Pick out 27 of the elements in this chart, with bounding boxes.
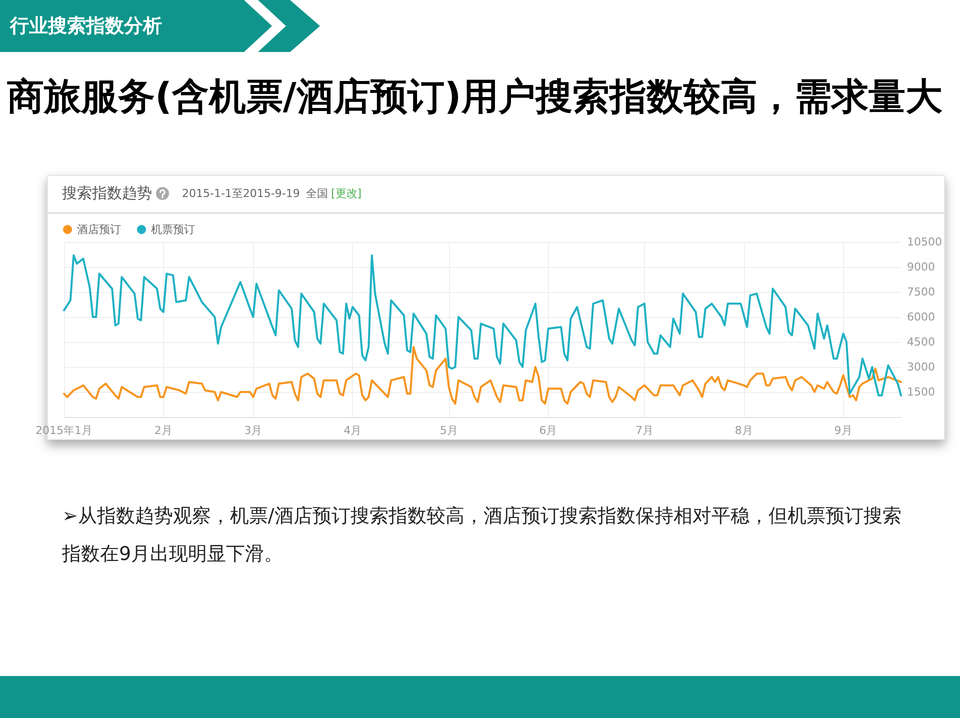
- y-tick-label: 6000: [907, 310, 935, 324]
- chart-subtitle: 搜索指数趋势: [62, 183, 152, 203]
- y-tick-label: 3000: [907, 360, 935, 374]
- chart-title: 商旅服务(含机票/酒店预订)用户搜索指数较高，需求量大: [7, 74, 942, 120]
- x-tick-label: 3月: [244, 424, 262, 437]
- text: [更改]: [331, 186, 362, 201]
- x-tick-label: 9月: [834, 424, 852, 437]
- y-tick-label: 4500: [907, 336, 935, 348]
- x-tick-label: 7月: [635, 424, 654, 437]
- x-tick-label: 2月: [154, 424, 172, 437]
- x-tick-label: 8月: [734, 424, 753, 437]
- y-tick-label: 7500: [907, 286, 935, 298]
- x-tick-label: 6月: [539, 424, 558, 437]
- text: ➢从指数趋势观察，机票/酒店预订搜索指数较高，酒店预订搜索指数保持相对平稳，但机票预订搜索指数在9月出现明显下滑。: [62, 504, 902, 567]
- x-tick-label: 5月: [440, 424, 458, 437]
- text: 行业搜索指数分析: [10, 14, 162, 39]
- text: 全国: [306, 186, 328, 201]
- y-tick-label: 1500: [907, 386, 935, 398]
- legend-label: 机票预订: [151, 223, 195, 236]
- y-tick-label: 10500: [907, 236, 942, 248]
- line-series: [63, 346, 902, 405]
- text: 2015-1-1至2015-9-19: [182, 186, 300, 201]
- legend-label: 酒店预订: [77, 223, 121, 236]
- x-tick-label: 2015年1月: [36, 424, 92, 437]
- x-tick-label: 4月: [344, 424, 362, 437]
- line-series: [63, 254, 902, 396]
- y-tick-label: 9000: [907, 260, 935, 274]
